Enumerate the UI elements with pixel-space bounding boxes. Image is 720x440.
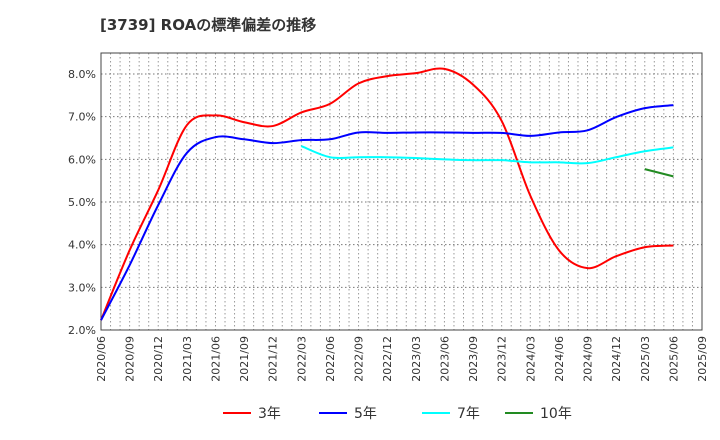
y-tick-label: 8.0% xyxy=(68,68,96,81)
x-tick-label: 2023/09 xyxy=(467,336,480,382)
y-tick-label: 6.0% xyxy=(68,153,96,166)
x-tick-label: 2021/09 xyxy=(238,336,251,382)
x-tick-label: 2021/06 xyxy=(209,336,222,382)
chart-title: [3739] ROAの標準偏差の推移 xyxy=(100,16,317,34)
series-line-7年 xyxy=(300,145,674,165)
x-tick-label: 2021/12 xyxy=(267,336,280,382)
x-tick-label: 2024/06 xyxy=(553,336,566,382)
x-tick-label: 2020/12 xyxy=(152,336,165,382)
x-tick-label: 2023/12 xyxy=(496,336,509,382)
y-tick-label: 5.0% xyxy=(68,196,96,209)
legend-label-7年: 7年 xyxy=(457,406,480,422)
x-tick-label: 2023/03 xyxy=(410,336,423,382)
series-line-5年 xyxy=(100,104,674,321)
y-tick-label: 7.0% xyxy=(68,111,96,124)
x-tick-label: 2025/06 xyxy=(667,336,680,382)
legend-label-3年: 3年 xyxy=(258,406,281,422)
y-tick-label: 2.0% xyxy=(68,324,96,337)
plot-frame xyxy=(100,52,703,331)
legend-label-10年: 10年 xyxy=(540,406,572,422)
x-tick-label: 2024/09 xyxy=(582,336,595,382)
x-tick-label: 2022/09 xyxy=(353,336,366,382)
x-tick-label: 2021/03 xyxy=(181,336,194,382)
y-tick-label: 3.0% xyxy=(68,281,96,294)
x-tick-label: 2025/03 xyxy=(639,336,652,382)
legend-label-5年: 5年 xyxy=(354,406,377,422)
y-tick-label: 4.0% xyxy=(68,239,96,252)
x-tick-label: 2020/06 xyxy=(95,336,108,382)
x-tick-label: 2020/09 xyxy=(124,336,137,382)
x-tick-label: 2025/09 xyxy=(696,336,709,382)
x-tick-label: 2024/12 xyxy=(610,336,623,382)
series-line-10年 xyxy=(644,168,674,178)
x-tick-label: 2022/12 xyxy=(381,336,394,382)
x-tick-label: 2022/03 xyxy=(295,336,308,382)
series-line-3年 xyxy=(100,67,674,321)
x-tick-label: 2022/06 xyxy=(324,336,337,382)
x-tick-label: 2024/03 xyxy=(524,336,537,382)
x-tick-label: 2023/06 xyxy=(438,336,451,382)
